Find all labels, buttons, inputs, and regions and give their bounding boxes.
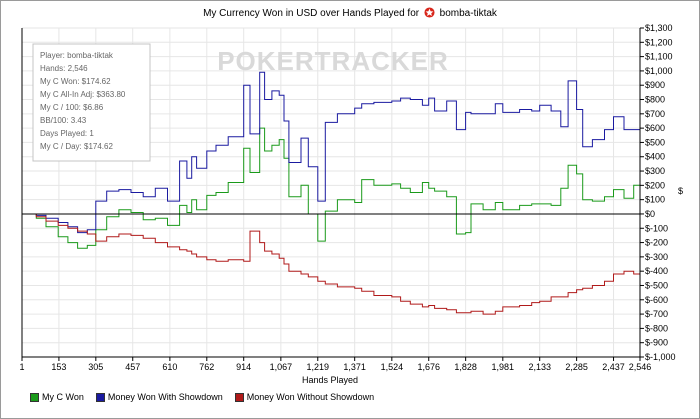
- x-tick-label-9: 1,371: [343, 362, 366, 372]
- y-tick-label-6: $-400: [645, 266, 668, 276]
- legend-label-2: Money Won Without Showdown: [246, 392, 375, 402]
- y-tick-label-15: $500: [645, 137, 665, 147]
- chart-axes: [21, 28, 641, 358]
- x-tick-label-2: 305: [88, 362, 103, 372]
- y-tick-label-17: $700: [645, 109, 665, 119]
- x-tick-label-17: 2,546: [629, 362, 652, 372]
- stats-line-2: My C Won: $174.62: [40, 77, 111, 86]
- x-tick-label-16: 2,437: [602, 362, 625, 372]
- x-tick-label-4: 610: [162, 362, 177, 372]
- x-tick-label-6: 914: [236, 362, 251, 372]
- legend-swatch-0: [30, 392, 39, 402]
- y-tick-label-10: $0: [645, 209, 655, 219]
- y-tick-label-20: $1,000: [645, 66, 673, 76]
- watermark: POKERTRACKER: [217, 46, 449, 76]
- stats-line-1: Hands: 2,546: [40, 64, 88, 73]
- legend-item-1: Money Won With Showdown: [95, 391, 223, 403]
- legend-item-0: My C Won: [30, 391, 84, 403]
- stats-line-3: My C All-In Adj: $363.80: [40, 90, 126, 99]
- legend: My C Won Money Won With Showdown Money Won…: [30, 391, 386, 403]
- stats-line-0: Player: bomba-tiktak: [40, 51, 114, 60]
- stats-line-4: My C / 100: $6.86: [40, 103, 104, 112]
- y-tick-label-7: $-300: [645, 252, 668, 262]
- x-tick-label-11: 1,676: [417, 362, 440, 372]
- y-tick-label-5: $-500: [645, 280, 668, 290]
- y-tick-label-14: $400: [645, 152, 665, 162]
- x-tick-label-12: 1,828: [454, 362, 477, 372]
- x-tick-label-14: 2,133: [528, 362, 551, 372]
- chart-title: My Currency Won in USD over Hands Played…: [0, 7, 700, 19]
- y-tick-label-2: $-800: [645, 323, 668, 333]
- y-tick-label-12: $200: [645, 180, 665, 190]
- series-line-0: [22, 127, 641, 249]
- chart-title-player: bomba-tiktak: [439, 8, 497, 19]
- legend-swatch-1: [95, 392, 105, 402]
- y-tick-label-22: $1,200: [645, 37, 673, 47]
- y-tick-label-13: $300: [645, 166, 665, 176]
- series-line-2: [22, 213, 641, 315]
- x-tick-labels: 1 153 305 457 610 762 914 1,067 1,219 1,371 1,524 1…: [19, 357, 651, 372]
- pokerstars-icon: [424, 7, 435, 18]
- y-tick-label-8: $-200: [645, 238, 668, 248]
- stats-line-7: My C / Day: $174.62: [40, 142, 113, 151]
- y-tick-label-4: $-600: [645, 295, 668, 305]
- legend-label-0: My C Won: [42, 392, 84, 402]
- legend-label-1: Money Won With Showdown: [107, 392, 223, 402]
- chart-series-lines: [22, 71, 641, 315]
- y-tick-label-18: $800: [645, 95, 665, 105]
- legend-item-2: Money Won Without Showdown: [234, 391, 375, 403]
- legend-swatch-2: [234, 392, 244, 402]
- y-tick-label-19: $900: [645, 80, 665, 90]
- x-tick-label-0: 1: [19, 362, 24, 372]
- y-tick-label-3: $-700: [645, 309, 668, 319]
- x-axis-label: Hands Played: [301, 375, 359, 385]
- x-tick-label-8: 1,219: [307, 362, 330, 372]
- x-tick-label-3: 457: [125, 362, 140, 372]
- x-tick-label-1: 153: [51, 362, 66, 372]
- y-tick-label-9: $-100: [645, 223, 668, 233]
- y-tick-label-23: $1,300: [645, 23, 673, 33]
- y-tick-label-11: $100: [645, 195, 665, 205]
- stats-line-5: BB/100: 3.43: [40, 116, 87, 125]
- stats-box: Player: bomba-tiktak Hands: 2,546 My C Won…: [32, 43, 151, 162]
- y-axis-label: $: [678, 186, 684, 196]
- x-tick-label-5: 762: [199, 362, 214, 372]
- y-tick-label-21: $1,100: [645, 52, 673, 62]
- y-tick-label-1: $-900: [645, 338, 668, 348]
- x-tick-label-13: 1,981: [492, 362, 515, 372]
- y-tick-label-16: $600: [645, 123, 665, 133]
- y-tick-labels: $-1,000 $-900 $-800 $-700 $-600 $-500 $-400 $-3…: [640, 23, 676, 362]
- x-tick-label-15: 2,285: [565, 362, 588, 372]
- y-tick-label-0: $-1,000: [645, 352, 676, 362]
- stats-line-6: Days Played: 1: [40, 129, 94, 138]
- x-tick-label-10: 1,524: [381, 362, 404, 372]
- x-tick-label-7: 1,067: [270, 362, 293, 372]
- series-line-1: [22, 71, 641, 234]
- chart-title-prefix: My Currency Won in USD over Hands Played…: [203, 8, 420, 19]
